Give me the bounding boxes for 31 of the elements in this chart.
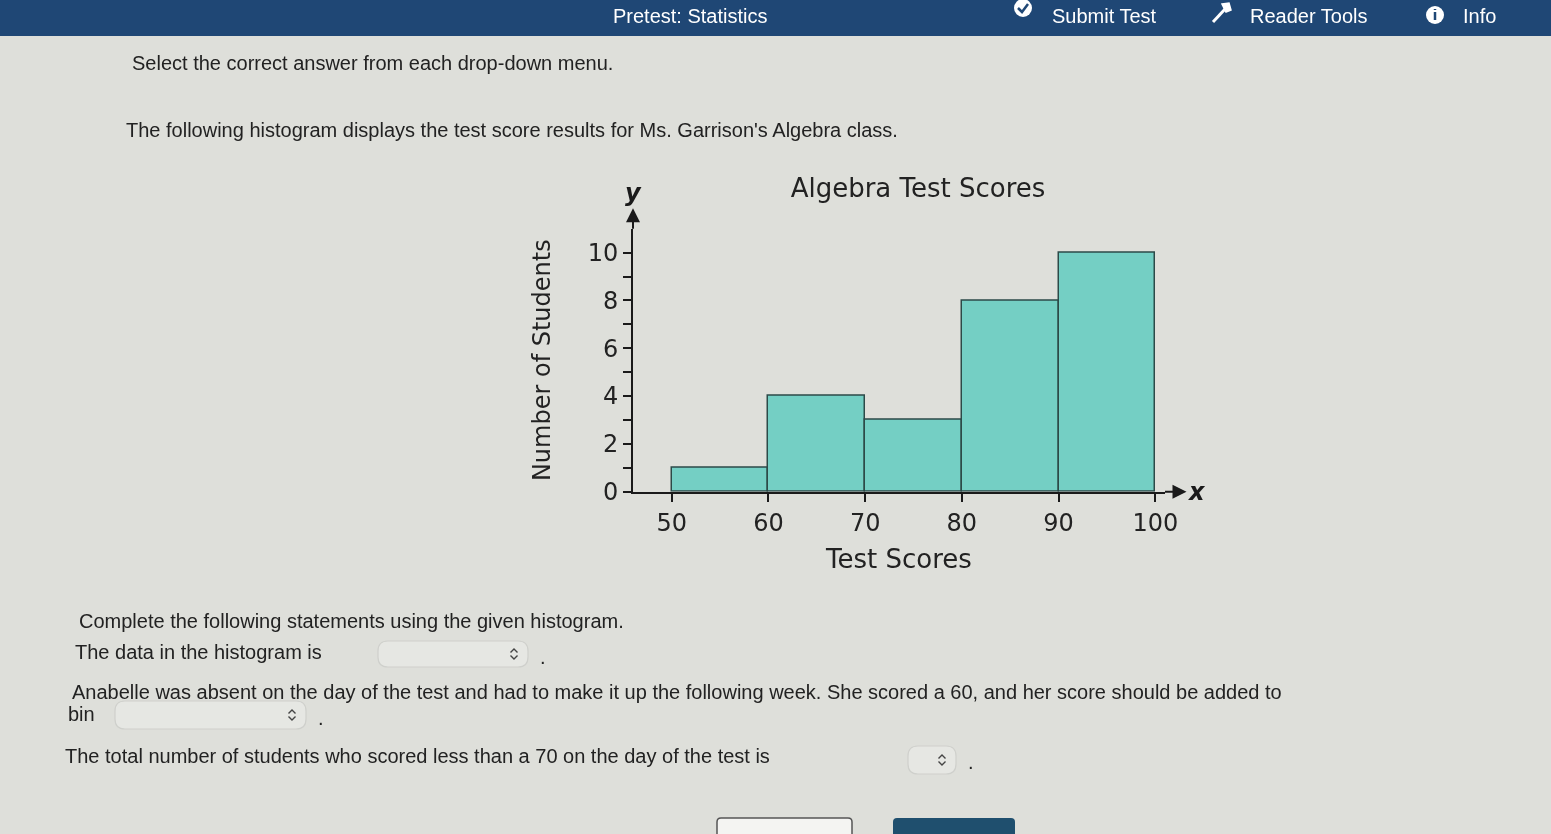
text: Select the correct answer from each drop-down menu. [132,52,614,74]
text: The following histogram displays the test score results for Ms. Garrison's Algebra class. [126,119,898,141]
text: Pretest: Statistics [613,5,768,27]
x-tick-label: 50 [656,508,687,537]
x-axis-title: Test Scores [825,543,972,574]
text: x [1188,478,1206,506]
text: bin [68,703,95,725]
text: . [540,646,546,668]
text: y [625,179,642,207]
x-tick-label: 70 [849,508,881,537]
y-tick-label: 2 [602,430,619,459]
x-tick-label: 80 [946,508,978,537]
y-tick-label: 8 [602,286,619,315]
text: Reader Tools [1250,5,1368,27]
text: . [318,707,324,729]
x-tick-label: 100 [1132,508,1179,537]
text: The total number of students who scored less than a 70 on the day of the test is [65,745,770,767]
text: . [968,751,974,773]
text: Submit Test [1052,5,1157,27]
y-tick-label: 0 [602,478,619,507]
chart-title: Algebra Test Scores [790,173,1046,204]
x-tick-label: 90 [1043,508,1074,537]
y-tick-label: 4 [602,382,619,411]
y-tick-label: 10 [587,239,619,268]
y-axis-title: Number of Students [528,239,557,482]
text: Complete the following statements using the given histogram. [79,610,624,632]
text: The data in the histogram is [75,641,322,663]
y-tick-label: 6 [602,334,619,363]
x-tick-label: 60 [753,508,784,537]
text: Info [1463,5,1497,27]
text: Anabelle was absent on the day of the test and had to make it up the following week. She scored a 60, and her score should be added to [72,681,1282,703]
